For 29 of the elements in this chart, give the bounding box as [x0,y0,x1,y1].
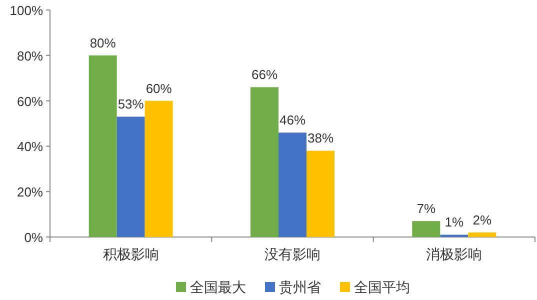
x-tick-label: 没有影响 [264,246,320,262]
y-tick-label: 60% [16,94,44,109]
y-tick-label: 40% [16,139,44,154]
data-label: 66% [251,67,278,82]
bar [306,150,334,237]
data-label: 38% [307,130,334,146]
legend-label: 全国平均 [354,279,410,295]
bar [412,221,440,237]
bar [468,232,496,237]
x-tick-label: 积极影响 [102,246,159,262]
data-label: 1% [444,214,464,230]
y-tick-label: 20% [16,184,44,200]
y-tick-label: 80% [16,48,44,64]
data-label: 53% [118,96,144,112]
bar [250,87,278,237]
data-label: 2% [472,212,492,228]
y-tick-label: 0% [24,230,44,245]
bar [144,100,173,237]
legend-label: 贵州省 [279,279,321,295]
legend-label: 全国最大 [190,279,246,295]
data-label: 46% [279,112,306,128]
data-label: 60% [146,80,172,96]
data-label: 7% [416,201,436,216]
y-tick-label: 100% [10,3,44,18]
x-tick-label: 消极影响 [426,246,482,262]
bar [278,132,306,237]
bar [88,55,117,237]
bar [116,116,145,237]
data-label: 80% [90,35,116,50]
